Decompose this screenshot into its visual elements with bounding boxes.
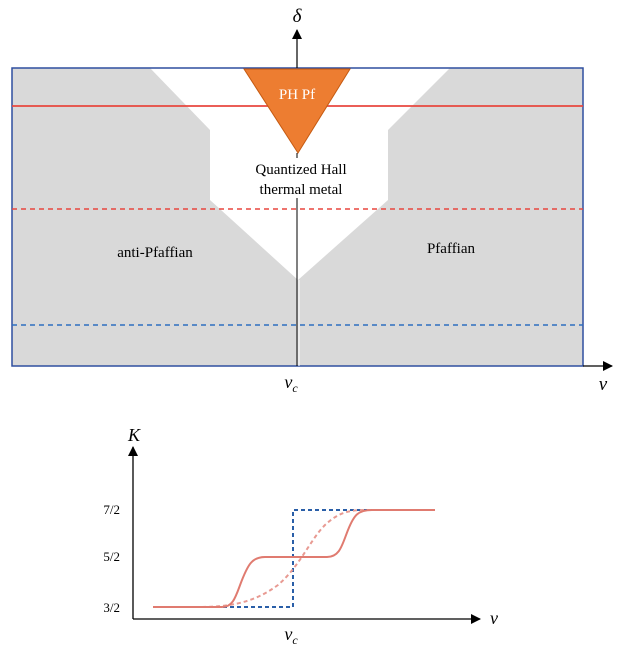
anti-pfaffian-label: anti-Pfaffian	[117, 245, 193, 261]
critical-nu-subscript: c	[292, 381, 298, 395]
pfaffian-region	[298, 68, 583, 366]
critical-nu-symbol-bottom: ν	[284, 624, 292, 644]
anti-pfaffian-region	[12, 68, 298, 366]
tick-5-2: 5/2	[103, 549, 120, 564]
phase-diagram: PH Pf Quantized Hall thermal metal anti-…	[11, 6, 613, 395]
tick-7-2: 7/2	[103, 502, 120, 517]
center-label-line1: Quantized Hall	[255, 162, 346, 178]
blue-dashed-step	[153, 509, 435, 608]
delta-axis-label: δ	[293, 6, 303, 27]
nu-axis-label: ν	[599, 374, 608, 395]
center-label-line2: thermal metal	[260, 182, 343, 198]
k-axis-label: K	[127, 425, 141, 445]
critical-nu-label: νc	[284, 372, 298, 395]
critical-nu-symbol: ν	[284, 372, 292, 392]
center-label-backing	[246, 158, 354, 198]
tick-3-2: 3/2	[103, 600, 120, 615]
red-solid-curve	[153, 509, 435, 608]
critical-nu-label-bottom: νc	[284, 624, 298, 645]
conductance-plot: K ν 7/2 5/2 3/2 νc	[103, 425, 498, 645]
svg-text:νc: νc	[284, 624, 298, 645]
ph-pf-triangle	[243, 68, 351, 154]
ph-pf-label: PH Pf	[279, 87, 315, 103]
pfaffian-label: Pfaffian	[427, 241, 476, 257]
critical-nu-subscript-bottom: c	[292, 633, 298, 645]
red-dashed-curve	[153, 509, 435, 608]
svg-text:νc: νc	[284, 372, 298, 395]
nu-axis-bottom-label: ν	[490, 608, 498, 628]
